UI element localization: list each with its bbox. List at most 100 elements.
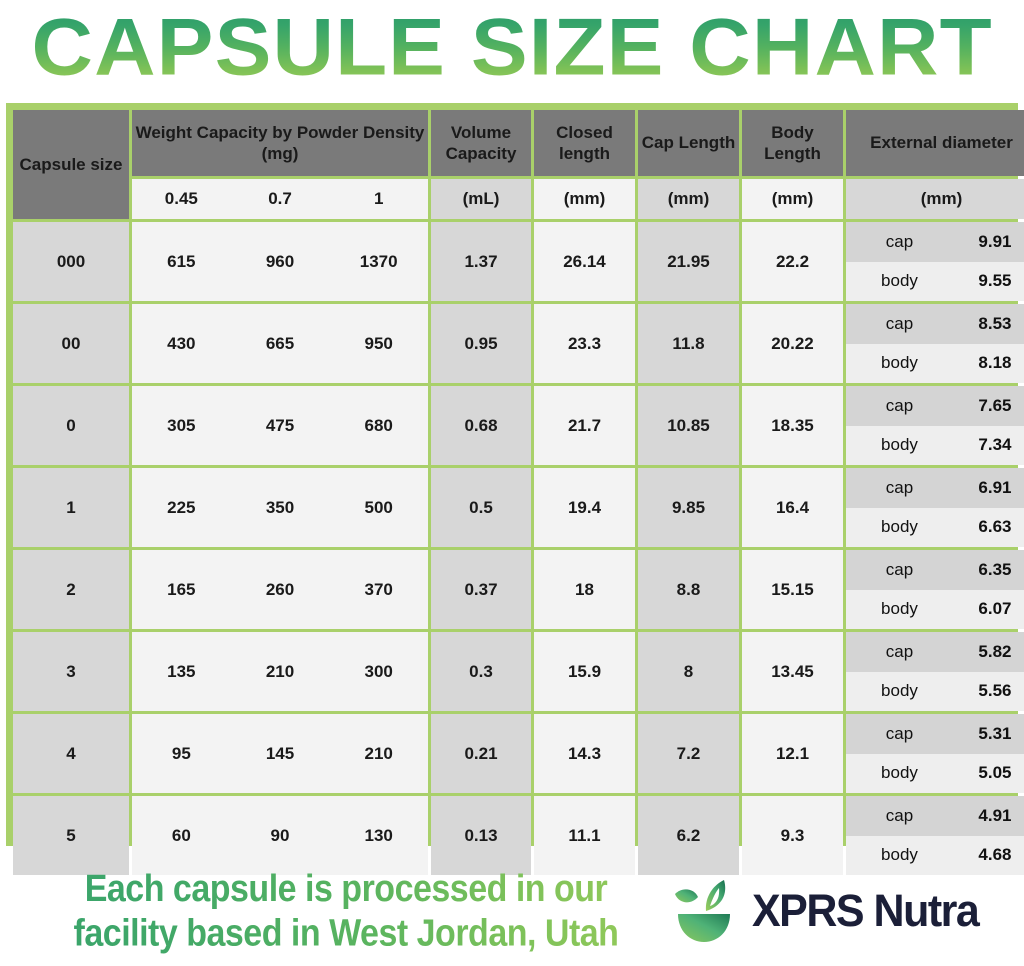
cell-cap_len: 9.85 [638,468,739,547]
cell-weight-capacity: 135 210 300 [132,632,428,711]
table-row: 2 165 260 370 0.37 18 8.8 15.15 cap 6.35 body 6.07 [13,550,1024,629]
cell-weight-07: 665 [265,333,295,353]
cell-weight-1: 300 [364,661,393,681]
unit-weight-capacity: 0.45 0.7 1 [132,179,428,219]
ext-body-value: 5.56 [978,681,1012,701]
ext-cap-value: 6.35 [978,559,1012,579]
table-row: 00 430 665 950 0.95 23.3 11.8 20.22 cap 8.53 body 8… [13,304,1024,383]
cell-weight-capacity: 430 665 950 [132,304,428,383]
ext-body-row: body 8.18 [846,343,1024,383]
cell-external-diameter: cap 5.31 body 5.05 [846,714,1024,793]
header-weight-capacity: Weight Capacity by Powder Density (mg) [132,110,428,176]
cell-volume: 0.5 [431,468,531,547]
cell-cap_len: 21.95 [638,222,739,301]
unit-density-1: 1 [373,189,384,208]
cell-weight-capacity: 615 960 1370 [132,222,428,301]
cell-weight-capacity: 165 260 370 [132,550,428,629]
header-external-diameter: External diameter [846,110,1024,176]
cell-weight-045: 225 [167,497,196,517]
ext-body-label: body [881,845,918,865]
cell-external-diameter: cap 6.35 body 6.07 [846,550,1024,629]
ext-body-value: 8.18 [978,353,1012,373]
cell-body_len: 16.4 [742,468,843,547]
ext-cap-value: 9.91 [978,231,1012,251]
ext-body-label: body [881,353,918,373]
ext-body-row: body 7.34 [846,425,1024,465]
unit-closed-length: (mm) [534,179,635,219]
unit-density-045: 0.45 [164,189,198,208]
cell-weight-07: 90 [270,825,290,845]
unit-density-07: 0.7 [268,189,292,208]
footer-tagline-line2: facility based in West Jordan, Utah [73,912,619,955]
cell-external-diameter: cap 9.91 body 9.55 [846,222,1024,301]
cell-closed: 21.7 [534,386,635,465]
table-row: 1 225 350 500 0.5 19.4 9.85 16.4 cap 6.91 body 6.63 [13,468,1024,547]
cell-closed: 11.1 [534,796,635,875]
table-row: 0 305 475 680 0.68 21.7 10.85 18.35 cap 7.65 body 7… [13,386,1024,465]
ext-body-value: 5.05 [978,763,1012,783]
cell-weight-07: 960 [265,251,295,271]
cell-weight-045: 60 [171,825,191,845]
cell-volume: 0.37 [431,550,531,629]
cell-weight-1: 680 [364,415,393,435]
footer-tagline-line1: Each capsule is processed in our [84,867,608,910]
header-capsule-size: Capsule size [13,110,129,219]
header-volume-capacity: Volume Capacity [431,110,531,176]
ext-cap-value: 5.31 [978,723,1012,743]
cell-cap_len: 11.8 [638,304,739,383]
ext-cap-label: cap [885,723,914,743]
ext-body-value: 7.34 [978,435,1012,455]
unit-external-diameter: (mm) [846,179,1024,219]
ext-cap-row: cap 4.91 [846,796,1024,836]
cell-size: 000 [13,222,129,301]
cell-weight-07: 145 [265,743,295,763]
cell-body_len: 15.15 [742,550,843,629]
cell-weight-capacity: 95 145 210 [132,714,428,793]
cell-weight-capacity: 225 350 500 [132,468,428,547]
cell-weight-1: 500 [364,497,393,517]
ext-cap-row: cap 6.35 [846,550,1024,590]
ext-body-row: body 6.07 [846,589,1024,629]
cell-volume: 1.37 [431,222,531,301]
cell-closed: 26.14 [534,222,635,301]
cell-weight-045: 305 [167,415,196,435]
table-row: 3 135 210 300 0.3 15.9 8 13.45 cap 5.82 body 5.56 [13,632,1024,711]
header-cap-length: Cap Length [638,110,739,176]
ext-body-label: body [881,599,918,619]
cell-weight-045: 615 [167,251,196,271]
ext-body-row: body 5.56 [846,671,1024,711]
ext-body-value: 6.07 [978,599,1012,619]
ext-body-row: body 4.68 [846,835,1024,875]
capsule-size-table-container: Capsule size Weight Capacity by Powder D… [6,103,1024,875]
ext-body-value: 9.55 [978,271,1012,291]
ext-cap-row: cap 7.65 [846,386,1024,426]
cell-size: 00 [13,304,129,383]
table-body: 000 615 960 1370 1.37 26.14 21.95 22.2 cap 9.91 bo… [13,222,1024,875]
cell-weight-07: 260 [265,579,295,599]
cell-weight-07: 210 [265,661,295,681]
ext-cap-label: cap [885,477,914,497]
footer-tagline: Each capsule is processed in our facilit… [0,866,668,956]
cell-cap_len: 10.85 [638,386,739,465]
ext-cap-row: cap 9.91 [846,222,1024,262]
cell-body_len: 12.1 [742,714,843,793]
page-title: CAPSULE SIZE CHART [31,2,993,93]
cell-volume: 0.13 [431,796,531,875]
cell-body_len: 18.35 [742,386,843,465]
cell-size: 2 [13,550,129,629]
cell-weight-045: 135 [167,661,196,681]
capsule-size-table: Capsule size Weight Capacity by Powder D… [10,107,1024,878]
cell-size: 1 [13,468,129,547]
ext-cap-row: cap 6.91 [846,468,1024,508]
ext-cap-value: 7.65 [978,395,1012,415]
ext-cap-value: 4.91 [978,805,1012,825]
cell-cap_len: 6.2 [638,796,739,875]
ext-cap-label: cap [885,313,914,333]
cell-size: 3 [13,632,129,711]
cell-cap_len: 7.2 [638,714,739,793]
cell-weight-1: 210 [364,743,393,763]
cell-closed: 14.3 [534,714,635,793]
cell-body_len: 9.3 [742,796,843,875]
ext-cap-label: cap [885,395,914,415]
ext-body-label: body [881,681,918,701]
